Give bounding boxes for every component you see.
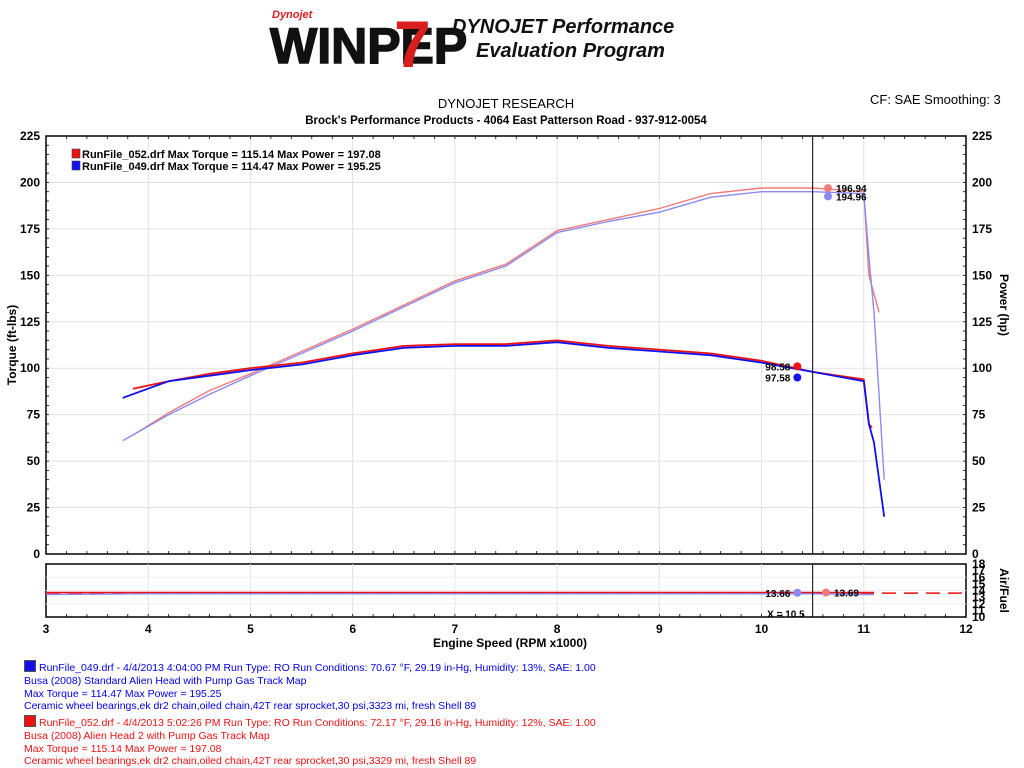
readout-label-run_052_torque: 98.58 <box>765 362 790 373</box>
y-tick-label-right: 150 <box>972 268 992 282</box>
y-tick-label-right: 175 <box>972 222 992 236</box>
logo-tagline-2: Evaluation Program <box>476 40 665 62</box>
y-tick-label-right: 0 <box>972 547 979 561</box>
chart-header-research: DYNOJET RESEARCH <box>437 96 575 111</box>
run-049-line2: Busa (2008) Standard Alien Head with Pum… <box>24 674 307 687</box>
run-049-swatch <box>24 660 36 672</box>
readout-marker-run_049_power <box>824 192 832 201</box>
run-052-line3: Max Torque = 115.14 Max Power = 197.08 <box>24 742 222 755</box>
logo-product: WINPEP <box>270 18 467 69</box>
chart-legend-entry: RunFile_049.drf Max Torque = 114.47 Max … <box>82 161 381 173</box>
y-tick-label-right: 200 <box>972 175 992 189</box>
afr-tick-label: 14 <box>972 584 986 598</box>
y-tick-label-right: 225 <box>972 129 992 143</box>
chart-header-shop: Brock's Performance Products - 4064 East… <box>305 115 707 127</box>
logo-brand-small: Dynojet <box>272 9 314 21</box>
y-tick-label-right: 125 <box>972 315 992 329</box>
readout-label-run_049_power: 194.96 <box>836 192 867 203</box>
cursor-x-label: X = 10.5 <box>767 610 805 621</box>
x-tick-label: 12 <box>959 622 973 636</box>
winpep-logo: Dynojet WINPEP 7 DYNOJET Performance Eva… <box>269 7 674 69</box>
x-tick-label: 5 <box>247 622 254 636</box>
x-tick-label: 7 <box>452 622 459 636</box>
y-tick-label-left: 0 <box>33 547 40 561</box>
y-tick-label-right: 100 <box>972 361 992 375</box>
logo-version: 7 <box>394 7 431 69</box>
readout-label-run_049_torque: 97.58 <box>765 374 790 385</box>
y-tick-label-left: 125 <box>20 315 40 329</box>
readout-label-run_052_afr: 13.69 <box>834 589 859 600</box>
run-052-swatch <box>24 715 36 727</box>
x-tick-label: 9 <box>656 622 663 636</box>
y-tick-label-right: 75 <box>972 408 986 422</box>
series-power-0 <box>132 187 880 436</box>
readout-marker-run_052_torque <box>793 362 802 371</box>
y-tick-label-left: 175 <box>20 222 40 236</box>
y-tick-label-left: 150 <box>20 268 40 282</box>
readout-marker-run_052_power <box>824 184 832 193</box>
y-tick-label-right: 25 <box>972 501 986 515</box>
afr-tick-label: 13 <box>972 590 986 604</box>
afr-axis-label: Air/Fuel <box>997 568 1011 613</box>
logo-tagline-1: DYNOJET Performance <box>452 16 674 38</box>
series-torque-3 <box>122 341 886 517</box>
afr-tick-label: 17 <box>972 564 986 578</box>
run-052-line4: Ceramic wheel bearings,ek dr2 chain,oile… <box>24 755 477 768</box>
y-tick-label-left: 25 <box>27 501 41 515</box>
y-axis-label-left: Torque (ft-lbs) <box>5 305 19 385</box>
run-049-line3: Max Torque = 114.47 Max Power = 195.25 <box>24 687 222 700</box>
run-049-line4: Ceramic wheel bearings,ek dr2 chain,oile… <box>24 700 477 713</box>
y-tick-label-left: 225 <box>20 129 40 143</box>
y-tick-label-left: 50 <box>27 454 41 468</box>
afr-tick-label: 12 <box>972 597 986 611</box>
afr-tick-label: 10 <box>972 610 986 624</box>
y-tick-label-right: 50 <box>972 454 986 468</box>
run-052-line2: Busa (2008) Alien Head 2 with Pump Gas T… <box>24 729 270 742</box>
afr-tick-label: 16 <box>972 570 986 584</box>
x-tick-label: 10 <box>755 622 769 636</box>
x-tick-label: 6 <box>349 622 356 636</box>
correction-factor-label: CF: SAE Smoothing: 3 <box>870 92 1001 107</box>
run-052-line1: RunFile_052.drf - 4/4/2013 5:02:26 PM Ru… <box>39 717 596 729</box>
chart-legend-entry: RunFile_052.drf Max Torque = 115.14 Max … <box>82 149 381 161</box>
chart-legend-swatch <box>71 148 81 159</box>
x-tick-label: 8 <box>554 622 561 636</box>
y-tick-label-left: 200 <box>20 175 40 189</box>
readout-marker-run_052_afr <box>821 588 830 597</box>
x-axis-label: Engine Speed (RPM x1000) <box>433 636 587 650</box>
run-049-line1: RunFile_049.drf - 4/4/2013 4:04:00 PM Ru… <box>39 662 596 674</box>
afr-tick-label: 18 <box>972 557 986 571</box>
run-legend-052: RunFile_052.drf - 4/4/2013 5:02:26 PM Ru… <box>24 715 596 768</box>
afr-tick-label: 11 <box>972 603 985 617</box>
y-tick-label-left: 75 <box>27 408 41 422</box>
chart-legend-swatch <box>71 160 81 171</box>
x-tick-label: 11 <box>857 622 870 636</box>
readout-label-run_049_afr: 13.66 <box>765 589 790 600</box>
series-power-1 <box>122 190 885 480</box>
y-tick-label-left: 100 <box>20 361 40 375</box>
readout-label-run_052_power: 196.94 <box>836 184 867 195</box>
run-legend-049: RunFile_049.drf - 4/4/2013 4:04:00 PM Ru… <box>24 660 596 713</box>
x-tick-label: 4 <box>145 622 152 636</box>
readout-marker-run_049_torque <box>793 373 802 382</box>
afr-tick-label: 15 <box>972 577 986 591</box>
x-tick-label: 3 <box>43 622 50 636</box>
readout-marker-run_049_afr <box>793 588 802 597</box>
y-axis-label-right: Power (hp) <box>997 274 1011 336</box>
series-afr-5 <box>45 593 874 596</box>
